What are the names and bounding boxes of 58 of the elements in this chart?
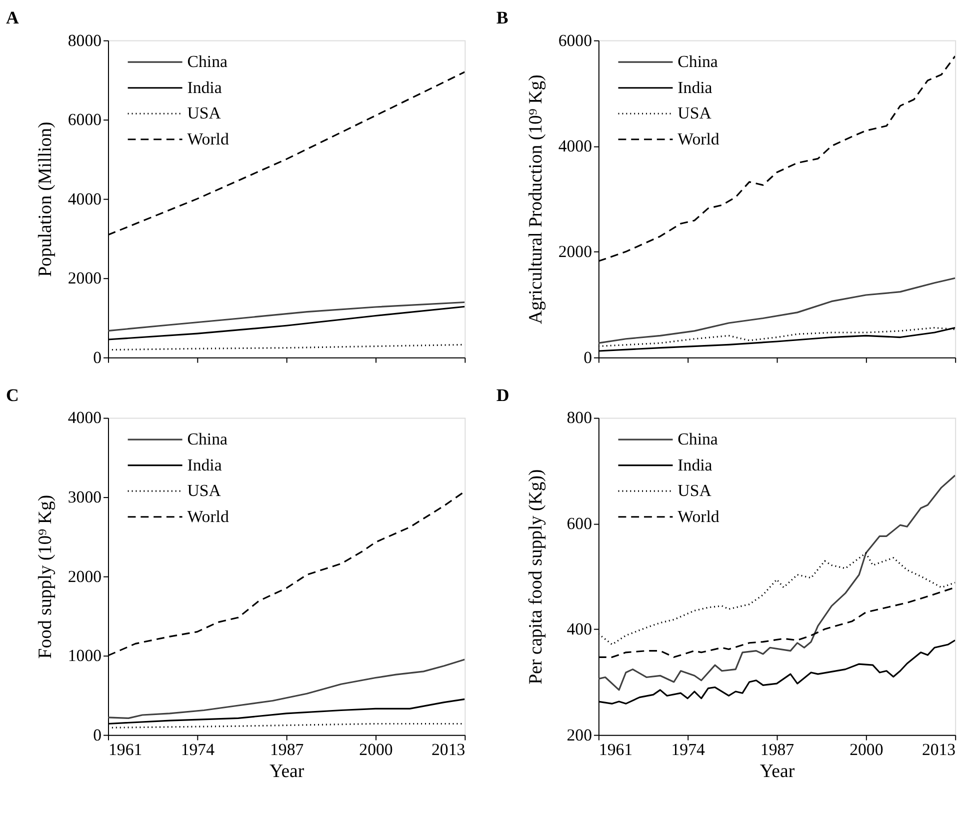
y-tick-label: 2000 bbox=[558, 242, 592, 262]
y-tick-label: 400 bbox=[566, 620, 592, 639]
x-tick-label: 1987 bbox=[760, 740, 794, 760]
chart-title: A bbox=[6, 7, 19, 28]
y-tick-label: 6000 bbox=[68, 110, 102, 130]
legend-label: India bbox=[678, 455, 713, 474]
y-tick-label: 6000 bbox=[558, 30, 592, 50]
legend-label: India bbox=[187, 455, 222, 474]
chart-title: C bbox=[6, 384, 19, 405]
chart-title: B bbox=[496, 7, 508, 28]
legend-label: USA bbox=[187, 481, 222, 500]
y-axis-title: Per capita food supply (Kg)) bbox=[525, 469, 546, 684]
legend-label: India bbox=[187, 78, 222, 97]
y-tick-label: 800 bbox=[566, 408, 592, 428]
x-axis-title: Year bbox=[760, 760, 796, 782]
y-tick-label: 2000 bbox=[68, 566, 102, 586]
x-tick-label: 2013 bbox=[432, 740, 466, 760]
legend-label: USA bbox=[187, 104, 222, 123]
y-axis-title: Food supply (10⁹ Kg) bbox=[35, 494, 56, 659]
line-series bbox=[598, 277, 956, 344]
y-tick-label: 4000 bbox=[558, 136, 592, 156]
legend-label: China bbox=[678, 52, 718, 72]
line-series bbox=[108, 301, 465, 332]
legend-label: India bbox=[678, 78, 713, 97]
y-tick-label: 200 bbox=[566, 725, 592, 744]
x-tick-label: 1961 bbox=[108, 740, 142, 760]
legend-label: USA bbox=[678, 104, 712, 123]
legend-label: China bbox=[187, 52, 228, 72]
legend-label: China bbox=[678, 430, 718, 449]
chart-title: D bbox=[496, 384, 510, 405]
x-tick-label: 1987 bbox=[270, 740, 304, 760]
x-tick-label: 2000 bbox=[850, 740, 884, 760]
legend-label: World bbox=[187, 506, 230, 526]
legend-label: World bbox=[678, 129, 720, 148]
legend-label: World bbox=[187, 129, 230, 148]
x-tick-label: 2000 bbox=[359, 740, 393, 760]
x-tick-label: 1974 bbox=[671, 740, 706, 760]
legend-label: China bbox=[187, 430, 228, 449]
x-tick-label: 1974 bbox=[180, 740, 216, 760]
line-series bbox=[598, 474, 956, 691]
y-tick-label: 4000 bbox=[68, 189, 102, 208]
y-tick-label: 0 bbox=[584, 348, 592, 367]
y-tick-label: 0 bbox=[93, 725, 102, 744]
y-tick-label: 600 bbox=[566, 514, 592, 533]
y-tick-label: 4000 bbox=[68, 408, 102, 428]
y-axis-title: Population (Million) bbox=[35, 122, 56, 277]
x-tick-label: 1961 bbox=[598, 740, 633, 760]
x-axis-title: Year bbox=[269, 760, 305, 782]
legend-label: World bbox=[678, 506, 720, 526]
y-axis-title: Agricultural Production (10⁹ Kg) bbox=[525, 74, 546, 324]
legend-label: USA bbox=[678, 481, 712, 500]
x-tick-label: 2013 bbox=[922, 740, 956, 760]
y-tick-label: 8000 bbox=[68, 30, 102, 50]
y-tick-label: 3000 bbox=[68, 488, 102, 506]
y-tick-label: 0 bbox=[93, 348, 102, 367]
y-tick-label: 2000 bbox=[68, 268, 102, 288]
line-series bbox=[108, 658, 465, 719]
y-tick-label: 1000 bbox=[68, 646, 102, 666]
